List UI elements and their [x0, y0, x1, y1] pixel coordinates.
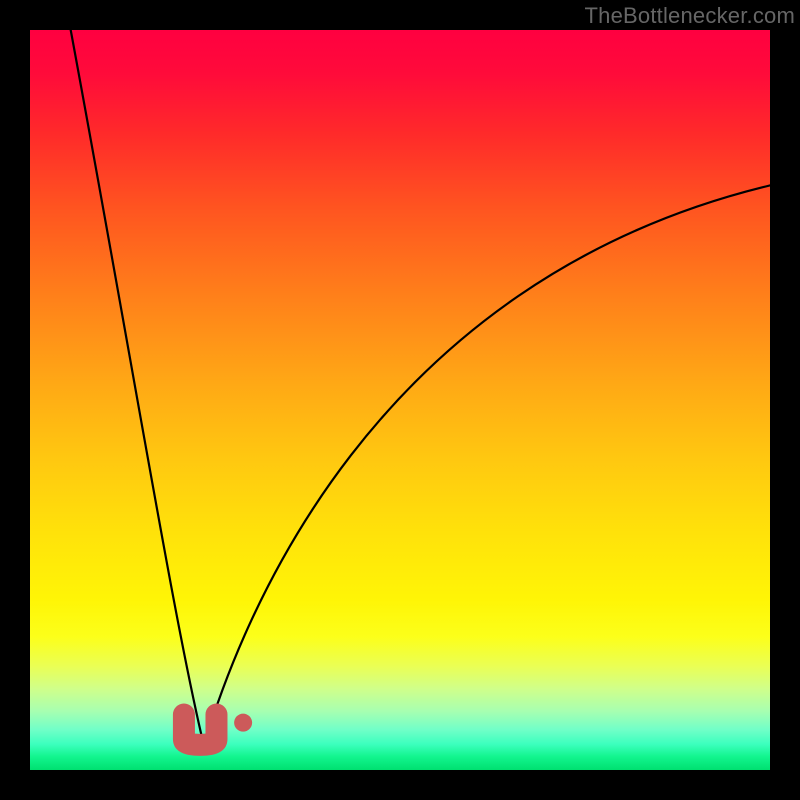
chart-svg — [30, 30, 770, 770]
watermark-text: TheBottlenecker.com — [585, 3, 795, 29]
chart-plot-area — [30, 30, 770, 770]
chart-background — [30, 30, 770, 770]
